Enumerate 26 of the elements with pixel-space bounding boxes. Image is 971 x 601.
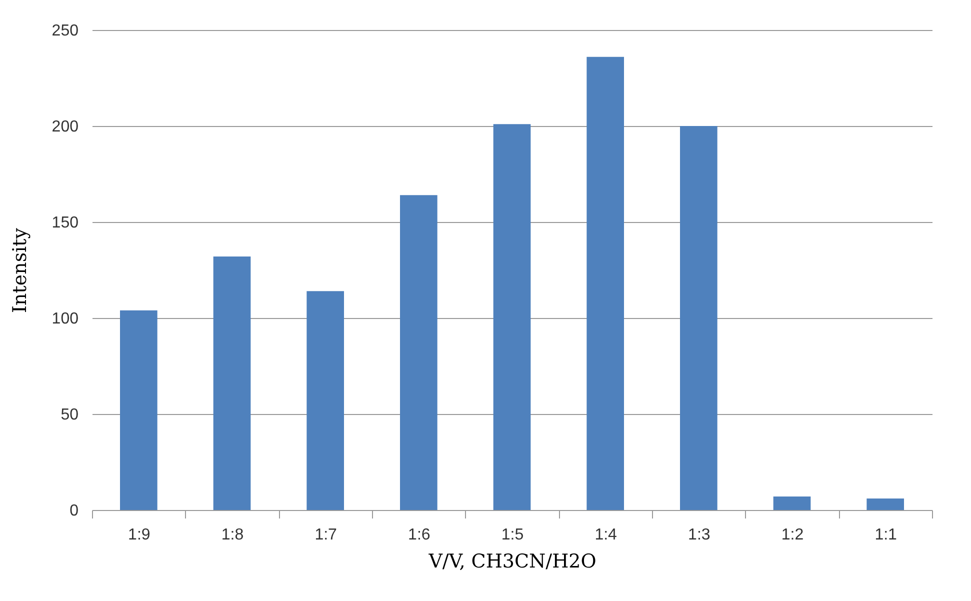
- bar: [866, 498, 904, 510]
- bar: [306, 291, 344, 510]
- x-tick-label: 1:1: [874, 526, 898, 544]
- x-tick-label: 1:3: [688, 526, 710, 544]
- bar: [400, 195, 438, 510]
- y-tick-label: 100: [52, 310, 79, 328]
- x-axis-title: V/V, CH3CN/H2O: [428, 550, 596, 572]
- x-tick-label: 1:8: [221, 526, 244, 544]
- y-tick-label: 50: [60, 406, 79, 424]
- y-tick-label: 250: [52, 22, 79, 40]
- bar: [680, 126, 718, 510]
- y-tick-label: 150: [52, 214, 79, 232]
- bar: [773, 496, 811, 510]
- x-tick-label: 1:2: [781, 526, 804, 544]
- x-tick-label: 1:9: [128, 526, 150, 544]
- y-tick-label: 200: [52, 118, 79, 136]
- bar: [213, 256, 251, 510]
- bar: [586, 56, 624, 510]
- bar: [120, 310, 158, 510]
- y-tick-label: 0: [70, 502, 79, 520]
- x-tick-label: 1:7: [314, 526, 338, 544]
- x-tick-label: 1:6: [408, 526, 430, 544]
- x-tick-label: 1:5: [501, 526, 524, 544]
- x-tick-label: 1:4: [594, 526, 618, 544]
- y-axis-title: Intensity: [8, 228, 31, 314]
- bar: [493, 124, 531, 510]
